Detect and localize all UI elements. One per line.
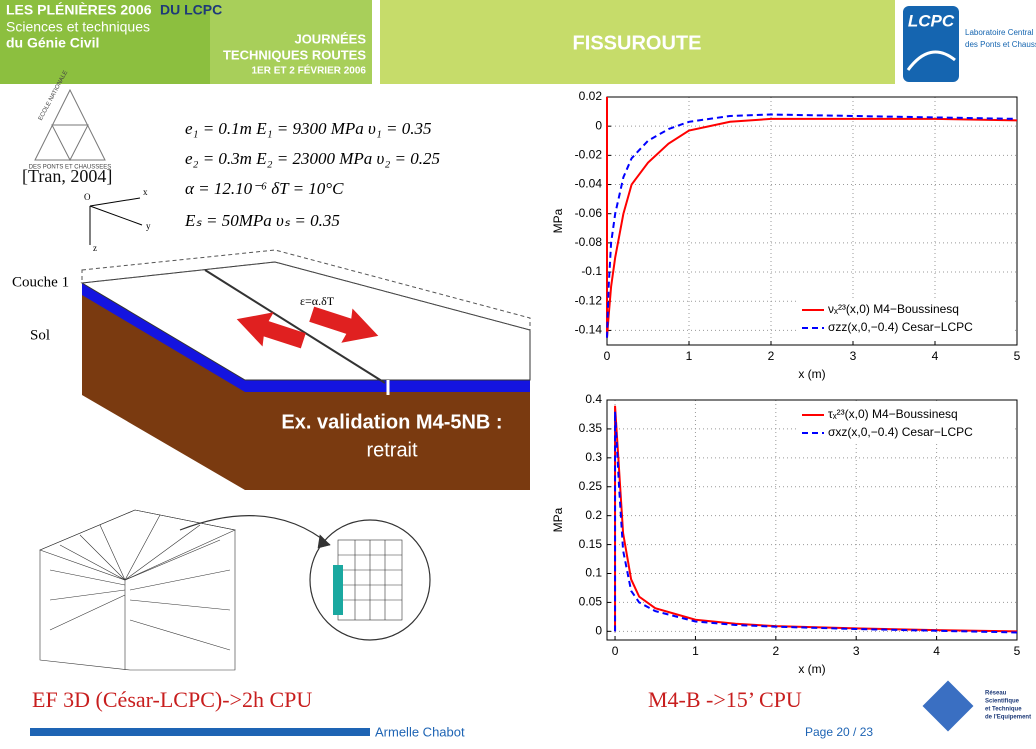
y-tick-label: -0.12 (575, 293, 603, 307)
x-tick-label: 4 (933, 644, 940, 658)
x-tick-label: 0 (604, 349, 611, 363)
network-logo-text: et Technique (985, 707, 1022, 713)
mesh-zoom (333, 565, 343, 615)
mesh (39, 509, 431, 671)
page-number: Page 20 / 23 (805, 725, 873, 739)
legend-label: νₓ²³(x,0) M4−Boussinesq (828, 302, 959, 316)
axis-label: z (93, 243, 97, 253)
school-logo (51, 124, 89, 162)
title-box (380, 0, 895, 84)
legend-label: σzz(x,0,−0.4) Cesar−LCPC (828, 320, 973, 334)
author: Armelle Chabot (375, 724, 465, 739)
x-tick-label: 2 (768, 349, 775, 363)
legend-label: σxz(x,0,−0.4) Cesar−LCPC (828, 425, 973, 439)
layer-label: Couche 1 (12, 274, 69, 290)
y-tick-label: 0.05 (579, 595, 603, 609)
arrow-right (309, 306, 379, 343)
layer-1 (82, 283, 530, 392)
y-tick-label: 0.15 (579, 537, 603, 551)
x-tick-label: 3 (853, 644, 860, 658)
reference: [Tran, 2004] (22, 166, 112, 186)
equation: Eₛ = 50MPa υₛ = 0.35 (184, 211, 340, 230)
school-logo-text: DES PONTS ET CHAUSSEES (29, 165, 112, 171)
y-axis-label: MPa (551, 208, 565, 233)
y-tick-label: 0.3 (585, 450, 602, 464)
validation-title: Ex. validation M4-5NB : (281, 411, 502, 433)
x-tick-label: 2 (772, 644, 779, 658)
network-logo (922, 680, 974, 732)
y-tick-label: 0.2 (585, 508, 602, 522)
arrow-left (236, 312, 306, 349)
x-axis-label: x (m) (798, 367, 825, 381)
footer-bar (30, 728, 370, 736)
strain-label: ε=α.δT (300, 294, 335, 308)
x-tick-label: 4 (932, 349, 939, 363)
layer-label: Sol (30, 327, 50, 343)
network-logo-text: Scientifique (985, 699, 1020, 705)
y-tick-label: -0.06 (575, 206, 603, 220)
equation: e₂ = 0.3m E₂ = 23000 MPa υ₂ = 0.25 (185, 149, 440, 168)
axis-label: x (143, 187, 148, 197)
logo-arc (906, 50, 956, 71)
logo-line: des Ponts et Chaussées (965, 40, 1036, 49)
crack (204, 269, 386, 384)
y-tick-label: 0 (595, 623, 602, 637)
event-date: 1ER ET 2 FÉVRIER 2006 (252, 64, 367, 77)
equation: α = 12.10⁻⁶ δT = 10°C (185, 179, 344, 198)
y-tick-label: -0.04 (575, 177, 603, 191)
y-tick-label: 0.35 (579, 421, 603, 435)
x-tick-label: 5 (1014, 644, 1021, 658)
plot-frame (606, 399, 1018, 641)
banner-right (210, 0, 372, 84)
axis-arrow (89, 205, 143, 226)
slide-title: FISSUROUTE (573, 32, 702, 54)
x-tick-label: 3 (850, 349, 857, 363)
series-line (614, 411, 1018, 634)
network-logo-text: Réseau (985, 691, 1007, 697)
banner-line: Sciences et techniques (6, 19, 150, 35)
y-tick-label: 0.1 (585, 566, 602, 580)
x-tick-label: 1 (686, 349, 693, 363)
network-logo-text: de l'Equipement (985, 715, 1031, 721)
axis-arrow (89, 197, 141, 207)
y-tick-label: -0.1 (581, 264, 602, 278)
logo-line: Laboratoire Central (965, 28, 1034, 37)
legend-label: τₓ²³(x,0) M4−Boussinesq (828, 407, 958, 421)
series-line (606, 113, 1018, 338)
axis-label: O (84, 192, 91, 202)
y-tick-label: -0.02 (575, 148, 603, 162)
x-tick-label: 1 (692, 644, 699, 658)
series-line (606, 97, 1018, 338)
y-tick-label: 0.4 (585, 392, 602, 406)
y-axis-label: MPa (551, 507, 565, 532)
x-axis-label: x (m) (798, 662, 825, 676)
validation-sub: retrait (366, 439, 418, 461)
event: TECHNIQUES ROUTES (223, 47, 366, 62)
y-tick-label: 0.25 (579, 479, 603, 493)
logo-mark (903, 6, 959, 82)
y-tick-label: -0.14 (575, 323, 603, 337)
x-tick-label: 0 (612, 644, 619, 658)
caption: EF 3D (César-LCPC)->2h CPU (32, 687, 312, 712)
event: JOURNÉES (294, 31, 366, 46)
y-tick-label: 0.02 (579, 89, 603, 103)
equation: e₁ = 0.1m E₁ = 9300 MPa υ₁ = 0.35 (185, 119, 431, 138)
logo-text: LCPC (908, 11, 955, 30)
caption: M4-B ->15’ CPU (648, 687, 802, 712)
y-tick-label: 0 (595, 118, 602, 132)
banner-line: du Génie Civil (6, 35, 99, 51)
legend-box (798, 404, 1013, 444)
slab-outline (81, 249, 531, 331)
y-tick-label: -0.08 (575, 235, 603, 249)
x-tick-label: 5 (1014, 349, 1021, 363)
axis-label: y (146, 221, 151, 231)
legend-box (798, 299, 1013, 339)
banner-org: DU LCPC (160, 2, 222, 18)
banner-top: LES PLÉNIÈRES 2006 (6, 2, 152, 18)
